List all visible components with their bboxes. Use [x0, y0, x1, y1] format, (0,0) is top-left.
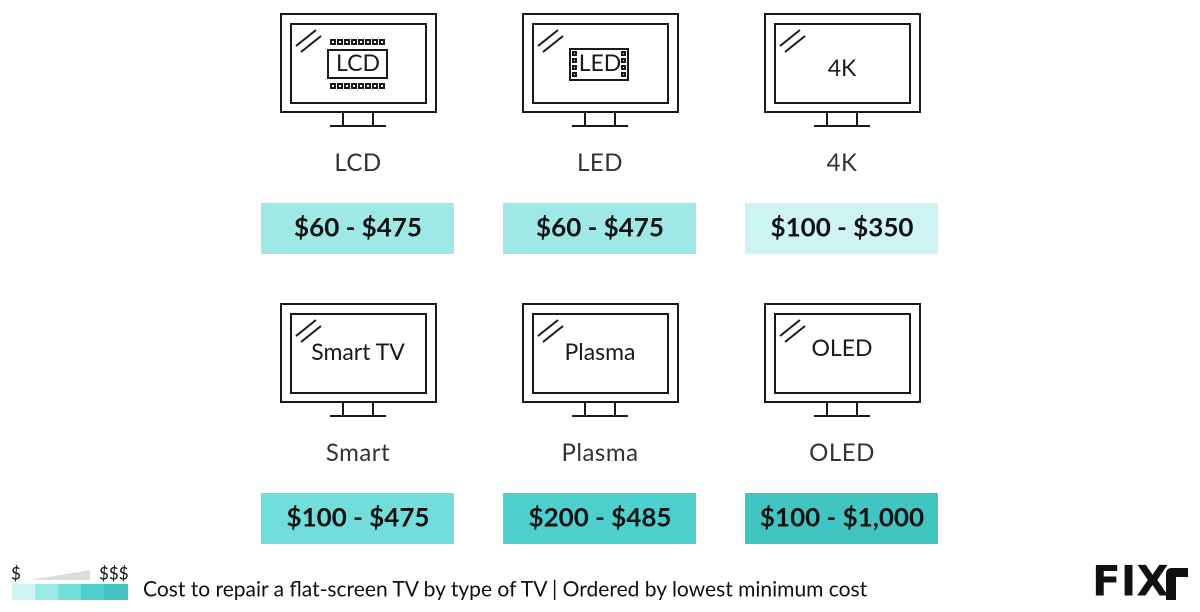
price-box	[745, 493, 938, 544]
chip-dot	[351, 39, 357, 45]
tv-card: 4K 4K $100 - $350	[745, 13, 938, 254]
chip-dot	[365, 83, 371, 89]
price-box	[503, 203, 696, 254]
tv-neck	[584, 111, 616, 127]
chip-dot	[572, 51, 577, 56]
glare	[295, 29, 322, 53]
chip-dot	[621, 72, 626, 77]
chip-dot	[379, 39, 385, 45]
tv-card: OLED OLED $100 - $1,000	[745, 303, 938, 544]
legend-swatch	[81, 584, 104, 600]
glare	[537, 319, 564, 343]
legend-swatch	[104, 584, 128, 600]
tv-screen	[774, 313, 911, 394]
tv-screen	[532, 23, 669, 104]
legend-swatch	[12, 584, 35, 600]
tv-name: LCD	[334, 148, 381, 177]
logo-text: FIX	[1092, 557, 1169, 606]
chip-dot	[572, 58, 577, 63]
chip-dot	[344, 39, 350, 45]
logo: FIX	[1092, 557, 1188, 606]
price-box	[503, 493, 696, 544]
price-box	[261, 493, 454, 544]
price: $60 - $475	[294, 211, 422, 243]
legend-low: $	[11, 562, 21, 583]
chip-dot	[379, 83, 385, 89]
chip-dot	[621, 58, 626, 63]
tv-neck	[584, 401, 616, 417]
chip	[327, 49, 388, 79]
chip-dot	[572, 72, 577, 77]
chip-dot	[358, 83, 364, 89]
chip-dot	[365, 39, 371, 45]
tv-neck	[826, 401, 858, 417]
logo-r	[1166, 568, 1188, 600]
screen-label: LCD	[336, 48, 380, 76]
tv-neck	[342, 401, 374, 417]
chip-dot	[621, 51, 626, 56]
price: $200 - $485	[529, 501, 672, 533]
glare	[779, 319, 806, 343]
tv-name: Smart	[326, 438, 390, 467]
chip-dot	[330, 83, 336, 89]
chip-dot	[621, 65, 626, 70]
tv-screen	[774, 23, 911, 104]
price-box	[745, 203, 938, 254]
chip-dot	[351, 83, 357, 89]
price: $100 - $350	[771, 211, 914, 243]
screen-label: OLED	[812, 333, 873, 361]
glare	[295, 319, 322, 343]
glare	[537, 29, 564, 53]
caption: Cost to repair a flat-screen TV by type …	[143, 576, 868, 601]
chip-dot	[572, 65, 577, 70]
chip-dot	[344, 83, 350, 89]
tv-card: LCD LCD $60 - $475	[261, 13, 454, 254]
price: $100 - $1,000	[760, 501, 924, 533]
legend-swatch	[58, 584, 81, 600]
legend-high: $$$	[99, 562, 129, 583]
tv-name: OLED	[809, 438, 875, 467]
chip-dot	[372, 83, 378, 89]
legend-swatch	[35, 584, 58, 600]
glare	[779, 29, 806, 53]
chip-dot	[337, 39, 343, 45]
price-box	[261, 203, 454, 254]
chip-dot	[337, 83, 343, 89]
screen-label: Plasma	[565, 337, 636, 365]
tv-name: 4K	[827, 148, 858, 177]
price: $100 - $475	[287, 501, 430, 533]
tv-name: LED	[577, 148, 623, 177]
price: $60 - $475	[536, 211, 664, 243]
chip-dot	[358, 39, 364, 45]
chip-dot	[372, 39, 378, 45]
tv-card: LED LED $60 - $475	[503, 13, 696, 254]
tv-screen	[290, 23, 427, 104]
screen-label: 4K	[828, 53, 857, 81]
legend: $ $$$ Cost to repair a flat-screen TV by…	[11, 562, 868, 601]
tv-screen	[290, 313, 427, 394]
chip	[569, 48, 629, 81]
chip-dot	[330, 39, 336, 45]
screen-label: Smart TV	[311, 337, 405, 365]
tv-neck	[342, 111, 374, 127]
tv-card: Plasma Plasma $200 - $485	[503, 303, 696, 544]
tv-neck	[826, 111, 858, 127]
tv-screen	[532, 313, 669, 394]
legend-wedge	[30, 570, 90, 580]
screen-label: LED	[579, 48, 622, 76]
tv-name: Plasma	[562, 438, 639, 467]
tv-card: Smart TV Smart $100 - $475	[261, 303, 454, 544]
